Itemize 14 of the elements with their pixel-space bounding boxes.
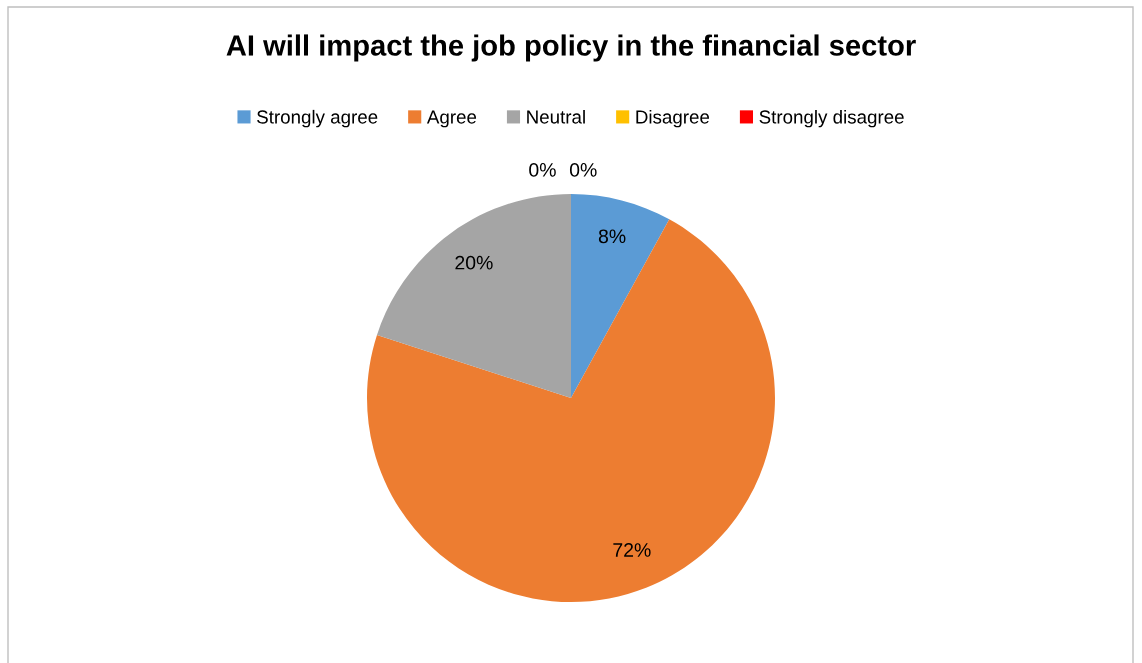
legend-label: Disagree — [636, 109, 710, 128]
chart-title: AI will impact the job policy in the financial sector — [226, 34, 916, 62]
text: 0% — [529, 163, 556, 177]
pie-slice — [571, 194, 670, 398]
data-label: 8% — [598, 229, 626, 244]
legend-label: Neutral — [527, 109, 585, 124]
data-label: 20% — [455, 255, 493, 270]
data-label: 72% — [613, 543, 651, 557]
pie-slice — [376, 194, 571, 398]
legend-label: Agree — [426, 110, 477, 128]
legend-label: Strongly disagree — [759, 109, 904, 128]
pie-slice — [367, 219, 775, 602]
text: 0% — [569, 163, 597, 177]
legend-label: Strongly agree — [257, 109, 378, 128]
